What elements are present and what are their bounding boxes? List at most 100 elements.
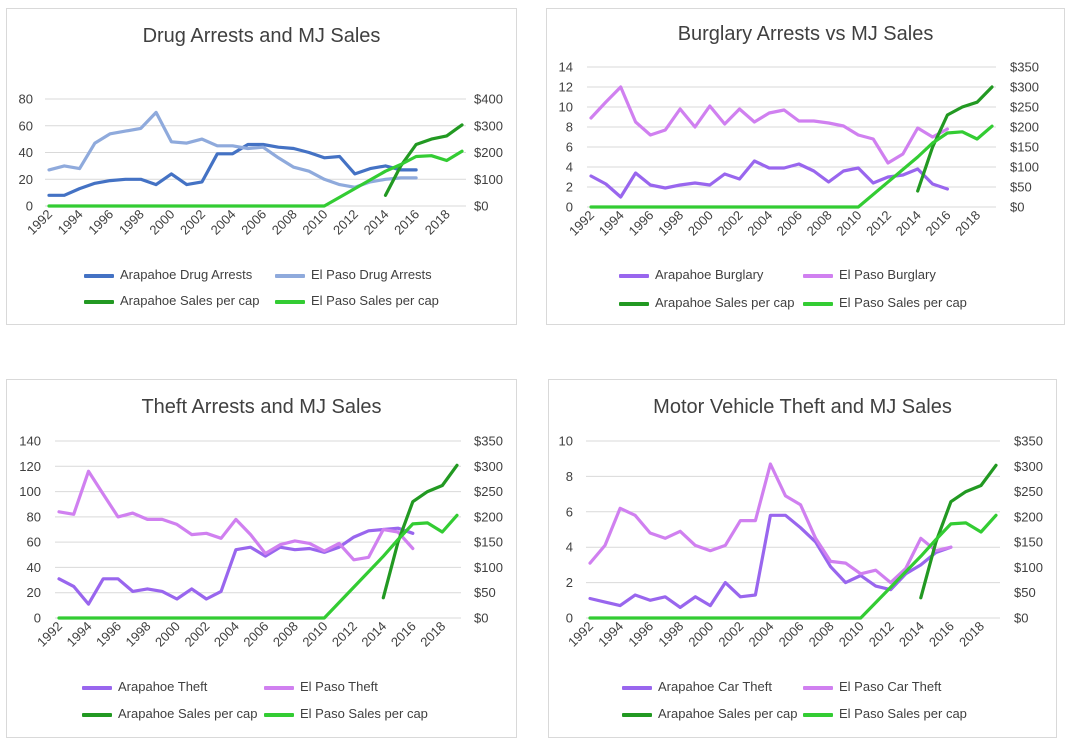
y-left-tick-label: 12	[559, 80, 573, 95]
y-right-tick-label: $250	[1014, 484, 1043, 499]
series-line	[588, 513, 998, 620]
x-tick-label: 2004	[744, 208, 775, 239]
chart-panel-theft: Theft Arrests and MJ Sales 0 20 40 60 80 100 1…	[6, 379, 517, 738]
x-tick-label: 2006	[774, 208, 805, 239]
y-right-tick-label: $250	[474, 484, 503, 499]
chart-title: Burglary Arrests vs MJ Sales	[677, 23, 934, 45]
x-tick-label: 1994	[596, 208, 627, 239]
series-line	[47, 110, 418, 189]
series-line	[57, 469, 415, 562]
chart-plot-theft: 0 20 40 60 80 100 120 140 $0 $50 $100 $150 $200 $250 $…	[19, 434, 503, 650]
series-line	[588, 462, 953, 585]
y-right-tick-label: $350	[1014, 434, 1043, 449]
legend-label: El Paso Drug Arrests	[311, 267, 432, 282]
series-line	[47, 149, 464, 208]
y-left-tick-label: 8	[566, 469, 573, 484]
y-left-tick-label: 20	[19, 172, 33, 187]
x-tick-label: 2016	[926, 619, 957, 650]
y-right-tick-label: $300	[1010, 80, 1039, 95]
x-tick-label: 2018	[422, 207, 453, 238]
legend-label: Arapahoe Drug Arrests	[120, 267, 253, 282]
x-tick-label: 2002	[181, 619, 212, 650]
legend-item: Arapahoe Sales per cap	[622, 706, 797, 721]
legend-label: El Paso Sales per cap	[300, 706, 428, 721]
series-line	[589, 159, 949, 199]
x-tick-label: 2010	[299, 619, 330, 650]
legend-label: Arapahoe Sales per cap	[120, 293, 260, 308]
y-right-tick-label: $300	[474, 459, 503, 474]
x-tick-label: 2018	[956, 619, 987, 650]
x-tick-label: 2010	[836, 619, 867, 650]
y-right-tick-label: $150	[1010, 140, 1039, 155]
legend-item: El Paso Sales per cap	[275, 293, 439, 308]
y-left-tick-label: 0	[566, 200, 573, 215]
legend-label: Arapahoe Sales per cap	[118, 706, 258, 721]
x-tick-label: 2006	[240, 619, 271, 650]
legend-item: Arapahoe Sales per cap	[82, 706, 257, 721]
x-tick-label: 2008	[804, 208, 835, 239]
x-tick-label: 1996	[625, 619, 656, 650]
y-right-tick-label: $350	[474, 434, 503, 449]
x-tick-label: 2000	[146, 207, 177, 238]
y-right-tick-label: $50	[1014, 585, 1036, 600]
x-tick-label: 2012	[330, 207, 361, 238]
legend-label: El Paso Car Theft	[839, 679, 942, 694]
x-tick-label: 1998	[116, 207, 147, 238]
y-right-tick-label: $0	[1010, 200, 1024, 215]
chart-plot-burglary: 0 2 4 6 8 10 12 14 $0 $50 $100 $150 $200 $250 $300 $350…	[559, 60, 1039, 239]
legend-item: Arapahoe Drug Arrests	[84, 267, 252, 282]
x-tick-label: 2012	[863, 208, 894, 239]
legend-label: Arapahoe Sales per cap	[655, 295, 795, 310]
series-line	[919, 463, 998, 600]
y-right-tick-label: $200	[1010, 120, 1039, 135]
x-tick-label: 2006	[238, 207, 269, 238]
x-tick-label: 2016	[391, 207, 422, 238]
y-left-tick-label: 10	[559, 100, 573, 115]
y-left-tick-label: 2	[566, 575, 573, 590]
chart-title: Drug Arrests and MJ Sales	[142, 25, 381, 47]
legend-label: Arapahoe Theft	[118, 679, 208, 694]
y-left-tick-label: 20	[27, 585, 41, 600]
x-tick-label: 2004	[208, 207, 239, 238]
x-tick-label: 2004	[746, 619, 777, 650]
y-right-tick-label: $300	[474, 118, 503, 133]
x-tick-label: 1994	[64, 619, 95, 650]
legend-swatch	[803, 301, 833, 306]
y-left-tick-label: 140	[19, 434, 41, 449]
x-tick-label: 2014	[358, 619, 389, 650]
x-tick-label: 1998	[123, 619, 154, 650]
x-tick-label: 2002	[177, 207, 208, 238]
legend-label: El Paso Theft	[300, 679, 378, 694]
legend-item: El Paso Sales per cap	[803, 295, 967, 310]
y-right-tick-label: $50	[474, 585, 496, 600]
x-tick-label: 2004	[211, 619, 242, 650]
legend-swatch	[275, 273, 305, 278]
legend-swatch	[82, 712, 112, 717]
y-left-tick-label: 0	[34, 611, 41, 626]
y-left-tick-label: 10	[559, 434, 573, 449]
y-right-tick-label: $100	[474, 560, 503, 575]
x-tick-label: 2008	[269, 207, 300, 238]
legend-item: El Paso Drug Arrests	[275, 267, 432, 282]
y-right-tick-label: $100	[474, 172, 503, 187]
x-tick-label: 2012	[866, 619, 897, 650]
x-tick-label: 2002	[715, 619, 746, 650]
legend-label: El Paso Sales per cap	[839, 295, 967, 310]
legend-item: Arapahoe Sales per cap	[619, 295, 794, 310]
x-tick-label: 1996	[93, 619, 124, 650]
series-line	[383, 123, 464, 197]
y-left-tick-label: 40	[19, 145, 33, 160]
x-tick-label: 2006	[776, 619, 807, 650]
y-left-tick-label: 60	[19, 118, 33, 133]
legend-item: El Paso Car Theft	[803, 679, 941, 694]
x-tick-label: 2008	[270, 619, 301, 650]
y-left-tick-label: 60	[27, 535, 41, 550]
legend-swatch	[622, 712, 652, 717]
legend-item: El Paso Sales per cap	[803, 706, 967, 721]
x-tick-label: 2014	[361, 207, 392, 238]
y-left-tick-label: 0	[26, 199, 33, 214]
legend-swatch	[619, 301, 649, 306]
y-right-tick-label: $200	[474, 509, 503, 524]
x-tick-label: 2018	[952, 208, 983, 239]
legend-swatch	[619, 273, 649, 278]
